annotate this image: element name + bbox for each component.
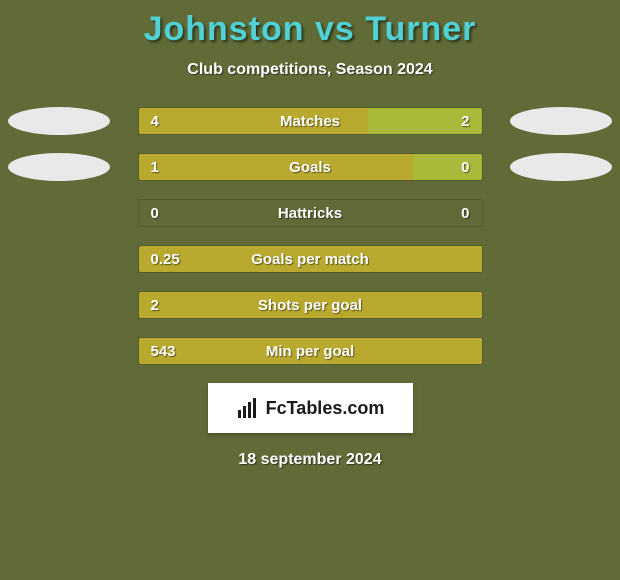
page-subtitle: Club competitions, Season 2024	[0, 61, 620, 79]
stat-row: 0 0Hattricks	[0, 199, 620, 227]
stat-right-value: 0	[461, 200, 469, 226]
fctables-logo-icon	[236, 396, 260, 420]
stat-row: 42Matches	[0, 107, 620, 135]
player-right-oval	[510, 107, 612, 135]
stat-bar-track: 10Goals	[138, 153, 483, 181]
date-line: 18 september 2024	[0, 451, 620, 469]
stat-left-value: 0	[151, 200, 159, 226]
stat-bar-track: 2Shots per goal	[138, 291, 483, 319]
stat-bar-fill-left	[139, 154, 413, 180]
stat-row: 543Min per goal	[0, 337, 620, 365]
stat-bar-fill-left	[139, 292, 482, 318]
player-left-oval	[8, 107, 110, 135]
stat-rows-container: 42Matches 10Goals 0 0Hattricks 0.25Goals per…	[0, 107, 620, 365]
player-left-oval	[8, 153, 110, 181]
stat-row: 0.25Goals per match	[0, 245, 620, 273]
player-right-oval	[510, 153, 612, 181]
stat-bar-track: 543Min per goal	[138, 337, 483, 365]
stat-bar-track: 42Matches	[138, 107, 483, 135]
page-title: Johnston vs Turner	[0, 10, 620, 49]
stat-bar-fill-left	[139, 108, 369, 134]
stat-row: 2Shots per goal	[0, 291, 620, 319]
stat-bar-track: 0 0Hattricks	[138, 199, 483, 227]
stat-row: 10Goals	[0, 153, 620, 181]
stat-bar-fill-right	[368, 108, 481, 134]
stat-bar-fill-left	[139, 246, 482, 272]
stat-label: Hattricks	[139, 200, 482, 226]
stat-bar-fill-left	[139, 338, 482, 364]
brand-card: FcTables.com	[208, 383, 413, 433]
stat-bar-fill-right	[413, 154, 482, 180]
stat-bar-track: 0.25Goals per match	[138, 245, 483, 273]
brand-text: FcTables.com	[266, 398, 385, 419]
